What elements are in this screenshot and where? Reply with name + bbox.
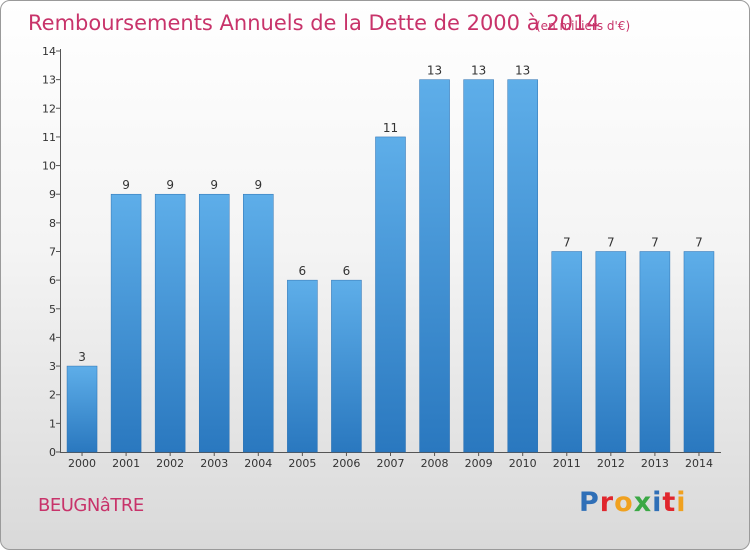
y-tick-label: 11 bbox=[42, 131, 56, 144]
x-tick-label: 2006 bbox=[332, 457, 360, 470]
x-tick-label: 2004 bbox=[244, 457, 272, 470]
bar bbox=[375, 136, 406, 453]
bar-value-label: 13 bbox=[515, 64, 530, 78]
proxiti-logo: Proxiti bbox=[579, 487, 687, 518]
logo-letter: x bbox=[633, 487, 653, 518]
y-tick-label: 8 bbox=[49, 217, 56, 230]
bar-value-label: 7 bbox=[563, 236, 571, 250]
y-tick-label: 5 bbox=[49, 303, 56, 316]
x-tick-label: 2009 bbox=[465, 457, 493, 470]
bar bbox=[331, 279, 362, 453]
bar bbox=[507, 79, 538, 453]
x-tick-label: 2011 bbox=[553, 457, 581, 470]
bar-value-label: 9 bbox=[122, 178, 130, 192]
logo-letter: P bbox=[579, 487, 600, 518]
bar bbox=[243, 193, 274, 453]
x-tick-label: 2001 bbox=[112, 457, 140, 470]
bar bbox=[551, 251, 583, 453]
chart-subtitle: (en milliers d'€) bbox=[536, 19, 630, 33]
bar-value-label: 7 bbox=[607, 236, 615, 250]
logo-letter: t bbox=[662, 487, 677, 518]
x-tick-label: 2014 bbox=[685, 457, 713, 470]
bar-value-label: 6 bbox=[343, 264, 351, 278]
bar-value-label: 9 bbox=[166, 178, 174, 192]
bar-value-label: 7 bbox=[651, 236, 659, 250]
y-tick-label: 14 bbox=[42, 45, 56, 58]
x-tick-label: 2012 bbox=[597, 457, 625, 470]
bar-value-label: 7 bbox=[695, 236, 703, 250]
logo-letter: i bbox=[676, 487, 687, 518]
bar bbox=[66, 365, 98, 453]
bar bbox=[595, 251, 627, 453]
logo-letter: i bbox=[652, 487, 663, 518]
x-tick-label: 2002 bbox=[156, 457, 184, 470]
chart-title: Remboursements Annuels de la Dette de 20… bbox=[28, 11, 600, 35]
bar bbox=[463, 79, 494, 453]
bar bbox=[154, 193, 186, 453]
bar bbox=[110, 193, 142, 453]
bar bbox=[198, 193, 230, 453]
bar-value-label: 6 bbox=[299, 264, 307, 278]
x-tick-label: 2007 bbox=[377, 457, 405, 470]
y-tick-label: 10 bbox=[42, 160, 56, 173]
bar bbox=[639, 251, 671, 453]
x-tick-label: 2003 bbox=[200, 457, 228, 470]
y-tick-label: 7 bbox=[49, 246, 56, 259]
x-tick-label: 2000 bbox=[68, 457, 96, 470]
bar-value-label: 11 bbox=[383, 121, 398, 135]
x-tick-label: 2013 bbox=[641, 457, 669, 470]
y-tick-label: 4 bbox=[49, 331, 56, 344]
y-tick-label: 1 bbox=[49, 417, 56, 430]
bars: 3 9 9 9 9 6 6 11 13 13 13 7 7 7 7 bbox=[66, 64, 715, 453]
bar bbox=[287, 279, 318, 453]
y-tick-label: 13 bbox=[42, 74, 56, 87]
bar-value-label: 13 bbox=[471, 64, 486, 78]
logo-letter: r bbox=[599, 487, 615, 518]
x-tick-label: 2005 bbox=[288, 457, 316, 470]
bar-value-label: 13 bbox=[427, 64, 442, 78]
x-axis-ticks: 2000 2001 2002 2003 2004 2005 2006 2007 2008 2009… bbox=[68, 452, 713, 470]
logo-letter: o bbox=[614, 487, 634, 518]
bar bbox=[419, 79, 450, 453]
y-tick-label: 0 bbox=[49, 446, 56, 459]
bar bbox=[683, 251, 715, 453]
y-tick-label: 12 bbox=[42, 102, 56, 115]
x-tick-label: 2010 bbox=[509, 457, 537, 470]
bar-value-label: 3 bbox=[78, 350, 86, 364]
y-tick-label: 6 bbox=[49, 274, 56, 287]
y-tick-label: 9 bbox=[49, 188, 56, 201]
bar-value-label: 9 bbox=[210, 178, 218, 192]
commune-name: BEUGNâTRE bbox=[38, 495, 144, 516]
bar-value-label: 9 bbox=[254, 178, 262, 192]
x-tick-label: 2008 bbox=[421, 457, 449, 470]
y-tick-label: 3 bbox=[49, 360, 56, 373]
y-tick-label: 2 bbox=[49, 389, 56, 402]
